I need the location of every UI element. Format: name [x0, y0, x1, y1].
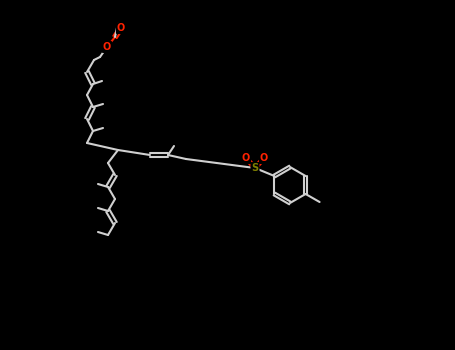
Text: O: O [260, 153, 268, 163]
Text: O: O [103, 42, 111, 52]
Text: O: O [242, 153, 250, 163]
Text: O: O [117, 23, 125, 33]
Text: S: S [252, 163, 258, 173]
